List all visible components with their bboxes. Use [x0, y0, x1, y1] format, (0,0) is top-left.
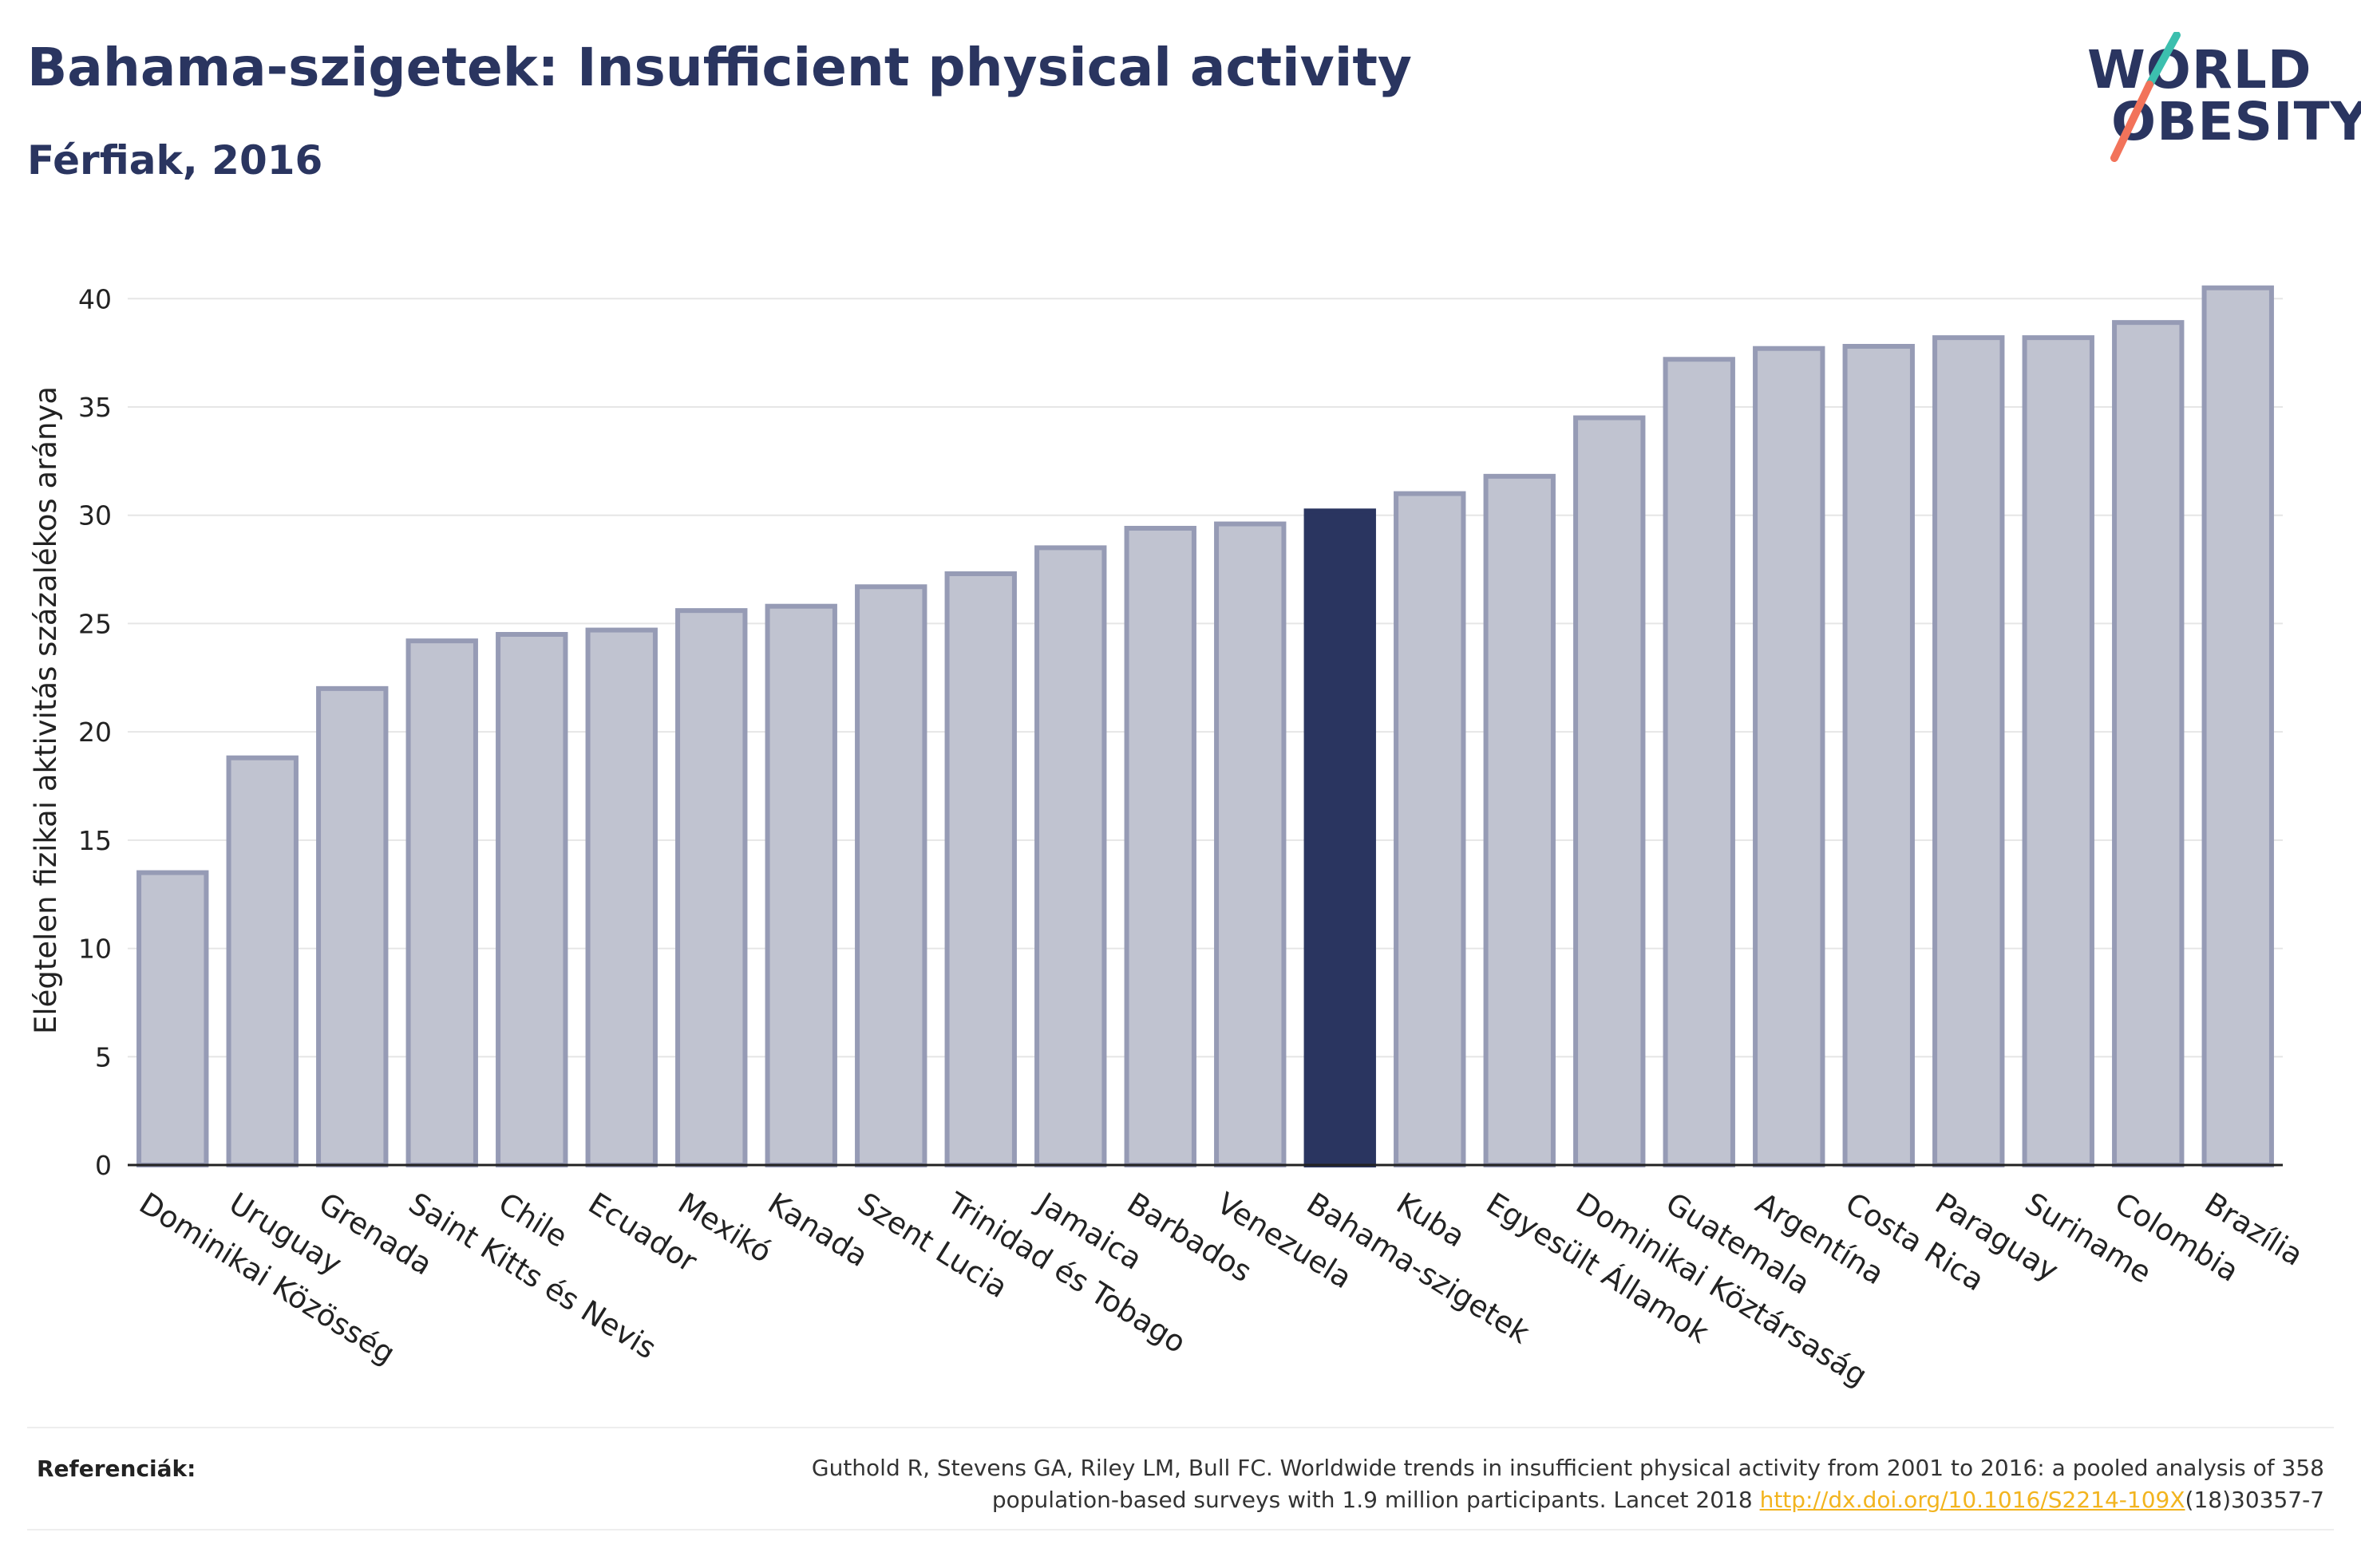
- chart-title: Bahama-szigetek: Insufficient physical a…: [27, 37, 1412, 98]
- logo-text-obesity: OBESITY: [2111, 91, 2361, 152]
- bar[interactable]: [136, 870, 209, 1167]
- bar[interactable]: [2201, 285, 2274, 1168]
- grid-lines: [128, 298, 2283, 1058]
- reference-line-1: Guthold R, Stevens GA, Riley LM, Bull FC…: [811, 1455, 2324, 1481]
- bar[interactable]: [316, 685, 389, 1167]
- bar[interactable]: [1483, 473, 1556, 1167]
- y-tick-label: 20: [78, 717, 112, 748]
- logo-slash-icon: [2110, 32, 2181, 162]
- y-tick-label: 10: [78, 934, 112, 965]
- y-tick-label: 35: [78, 392, 112, 423]
- bar-chart: 0 5 10 15 20 25 30 35 40 Dominikai KözösségUrugu…: [29, 283, 2309, 1393]
- bar[interactable]: [496, 632, 568, 1167]
- y-tick-label: 0: [95, 1150, 112, 1181]
- y-tick-label: 25: [78, 608, 112, 639]
- world-obesity-logo: WORLD OBESITY: [2087, 32, 2361, 168]
- references-panel: Referenciák: Guthold R, Stevens GA, Rile…: [27, 1427, 2334, 1530]
- references-label: Referenciák:: [37, 1455, 196, 1482]
- y-tick-label: 30: [78, 500, 112, 531]
- bar[interactable]: [1124, 526, 1196, 1167]
- bar[interactable]: [226, 755, 299, 1167]
- reference-line-2-end: (18)30357-7: [2185, 1487, 2324, 1513]
- bar[interactable]: [1034, 545, 1107, 1167]
- y-axis-label: Elégtelen fizikai aktivitás százalékos a…: [29, 386, 63, 1034]
- bar[interactable]: [765, 603, 837, 1167]
- x-tick-label: Kanada: [762, 1186, 874, 1274]
- bar[interactable]: [944, 571, 1017, 1167]
- logo-text-world: WORLD: [2087, 39, 2312, 101]
- bar[interactable]: [1394, 491, 1466, 1167]
- bar[interactable]: [585, 627, 658, 1167]
- y-tick-label: 40: [78, 283, 112, 314]
- chart-subtitle: Férfiak, 2016: [27, 137, 323, 184]
- bar[interactable]: [405, 638, 478, 1167]
- doi-link[interactable]: http://dx.doi.org/10.1016/S2214-109X: [1759, 1487, 2185, 1513]
- bar[interactable]: [1303, 508, 1376, 1167]
- bar[interactable]: [2112, 320, 2185, 1168]
- reference-line-2: population-based surveys with 1.9 millio…: [991, 1487, 1760, 1513]
- bar[interactable]: [1932, 335, 2005, 1168]
- bar[interactable]: [675, 608, 748, 1167]
- y-tick-labels: 0 5 10 15 20 25 30 35 40: [78, 283, 112, 1181]
- bar[interactable]: [1573, 415, 1646, 1167]
- y-tick-label: 15: [78, 825, 112, 856]
- bars: [136, 285, 2274, 1168]
- y-tick-label: 5: [95, 1041, 112, 1072]
- bar[interactable]: [1663, 357, 1735, 1167]
- bar[interactable]: [1753, 346, 1825, 1167]
- references-text: Guthold R, Stevens GA, Riley LM, Bull FC…: [409, 1452, 2324, 1516]
- bar[interactable]: [1842, 344, 1915, 1167]
- bar[interactable]: [855, 584, 927, 1167]
- bar[interactable]: [2022, 335, 2094, 1168]
- bar[interactable]: [1214, 521, 1287, 1167]
